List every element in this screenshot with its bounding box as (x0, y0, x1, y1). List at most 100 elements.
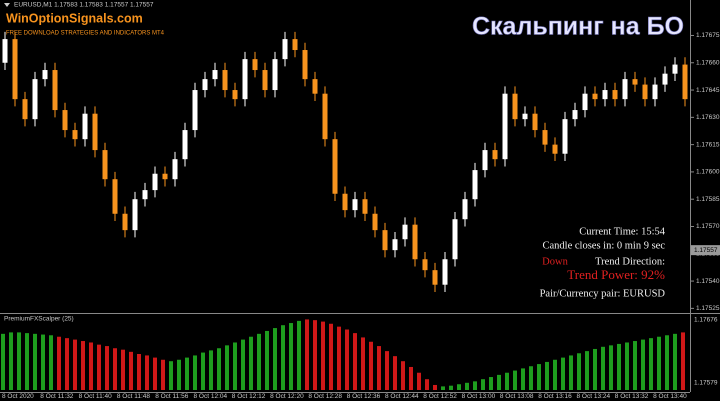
histogram-bar (9, 332, 13, 390)
candle-body (272, 59, 278, 91)
histogram-bar (513, 370, 517, 390)
histogram-bar (521, 368, 525, 390)
candle-body (212, 70, 218, 80)
histogram-bar (73, 339, 77, 390)
histogram-bar (417, 372, 421, 390)
x-tick-label: 8 Oct 11:48 (117, 393, 151, 400)
x-tick-label: 8 Oct 12:36 (347, 393, 381, 400)
candle-body (642, 84, 648, 100)
histogram-bar (625, 342, 629, 390)
histogram-bar (289, 323, 293, 390)
x-tick-label: 8 Oct 13:24 (577, 393, 611, 400)
histogram-bar (561, 357, 565, 390)
current-price-label: 1.17557 (694, 247, 718, 254)
candle-body (432, 270, 438, 285)
candle-body (202, 79, 208, 91)
trend-direction-value: Down (542, 256, 568, 267)
candle-body (172, 159, 178, 180)
histogram-bar (321, 321, 325, 390)
candle-body (472, 170, 478, 200)
candle-body (572, 110, 578, 120)
candle-body (542, 130, 548, 145)
histogram-bar (209, 350, 213, 390)
candle-body (362, 199, 368, 214)
y-tick-label: 1.17630 (696, 114, 720, 121)
histogram-bar (89, 342, 93, 390)
candle-body (72, 130, 78, 140)
candle-body (672, 64, 678, 74)
candle-body (242, 59, 248, 100)
histogram-bar (177, 359, 181, 390)
y-tick-label: 1.17600 (696, 169, 720, 176)
candle-body (442, 259, 448, 285)
histogram-bar (529, 366, 533, 390)
histogram-bar (113, 348, 117, 390)
histogram-bar (169, 361, 173, 390)
trend-direction-label: Trend Direction: (595, 256, 665, 267)
histogram-bar (281, 325, 285, 390)
trend-power: Trend Power: 92% (567, 267, 665, 282)
candle-body (162, 173, 168, 180)
histogram-bar (217, 348, 221, 390)
y-tick-label: 1.17615 (696, 141, 720, 148)
histogram-bar (137, 354, 141, 390)
histogram-bar (545, 361, 549, 390)
x-tick-label: 8 Oct 13:00 (462, 393, 496, 400)
histogram-bar (609, 345, 613, 390)
candle-body (452, 219, 458, 260)
candle-body (132, 199, 138, 231)
candle-body (182, 130, 188, 160)
histogram-bar (409, 366, 413, 390)
histogram-bar (297, 320, 301, 390)
histogram-bar (425, 379, 429, 390)
candle-body (372, 213, 378, 231)
y-tick-label: 1.17645 (696, 87, 720, 94)
brand: WinOptionSignals.com (6, 11, 143, 25)
candle-body (232, 90, 238, 100)
candle-body (332, 139, 338, 194)
x-tick-label: 8 Oct 12:12 (232, 393, 266, 400)
histogram-bar (665, 335, 669, 390)
histogram-bar (657, 336, 661, 390)
x-tick-label: 8 Oct 11:40 (79, 393, 113, 400)
histogram-bar (185, 357, 189, 390)
x-tick-label: 8 Oct 2020 (2, 393, 34, 400)
candle-body (562, 119, 568, 154)
y-tick-label: 1.17570 (696, 223, 720, 230)
x-tick-label: 8 Oct 12:04 (194, 393, 228, 400)
candle-body (322, 93, 328, 140)
candle-body (682, 64, 688, 100)
candle-body (582, 93, 588, 111)
histogram-bar (49, 335, 53, 390)
histogram-bar (345, 329, 349, 390)
histogram-bar (241, 339, 245, 390)
histogram-bar (369, 341, 373, 390)
candle-body (42, 70, 48, 80)
histogram-bar (393, 356, 397, 390)
title: Скальпинг на БО (472, 13, 684, 41)
candle-body (302, 50, 308, 80)
histogram-bar (649, 338, 653, 390)
histogram-bar (313, 320, 317, 390)
candle-body (92, 113, 98, 151)
current-price-box (691, 245, 720, 256)
y-tick-label: 1.17675 (696, 32, 720, 39)
candle-body (382, 230, 388, 251)
histogram-bar (145, 355, 149, 390)
histogram-bar (81, 341, 85, 390)
histogram-bar (65, 338, 69, 390)
histogram-bar (273, 328, 277, 390)
candle-body (102, 150, 108, 180)
candle-body (412, 224, 418, 260)
histogram-bar (577, 353, 581, 390)
histogram-bar (121, 349, 125, 390)
histogram-bar (249, 336, 253, 390)
histogram-bar (601, 346, 605, 390)
histogram-bar (257, 333, 261, 390)
histogram-bar (673, 333, 677, 390)
histogram-bar (265, 330, 269, 390)
histogram-bar (17, 332, 21, 390)
histogram-bar (641, 339, 645, 390)
histogram-bar (41, 334, 45, 390)
